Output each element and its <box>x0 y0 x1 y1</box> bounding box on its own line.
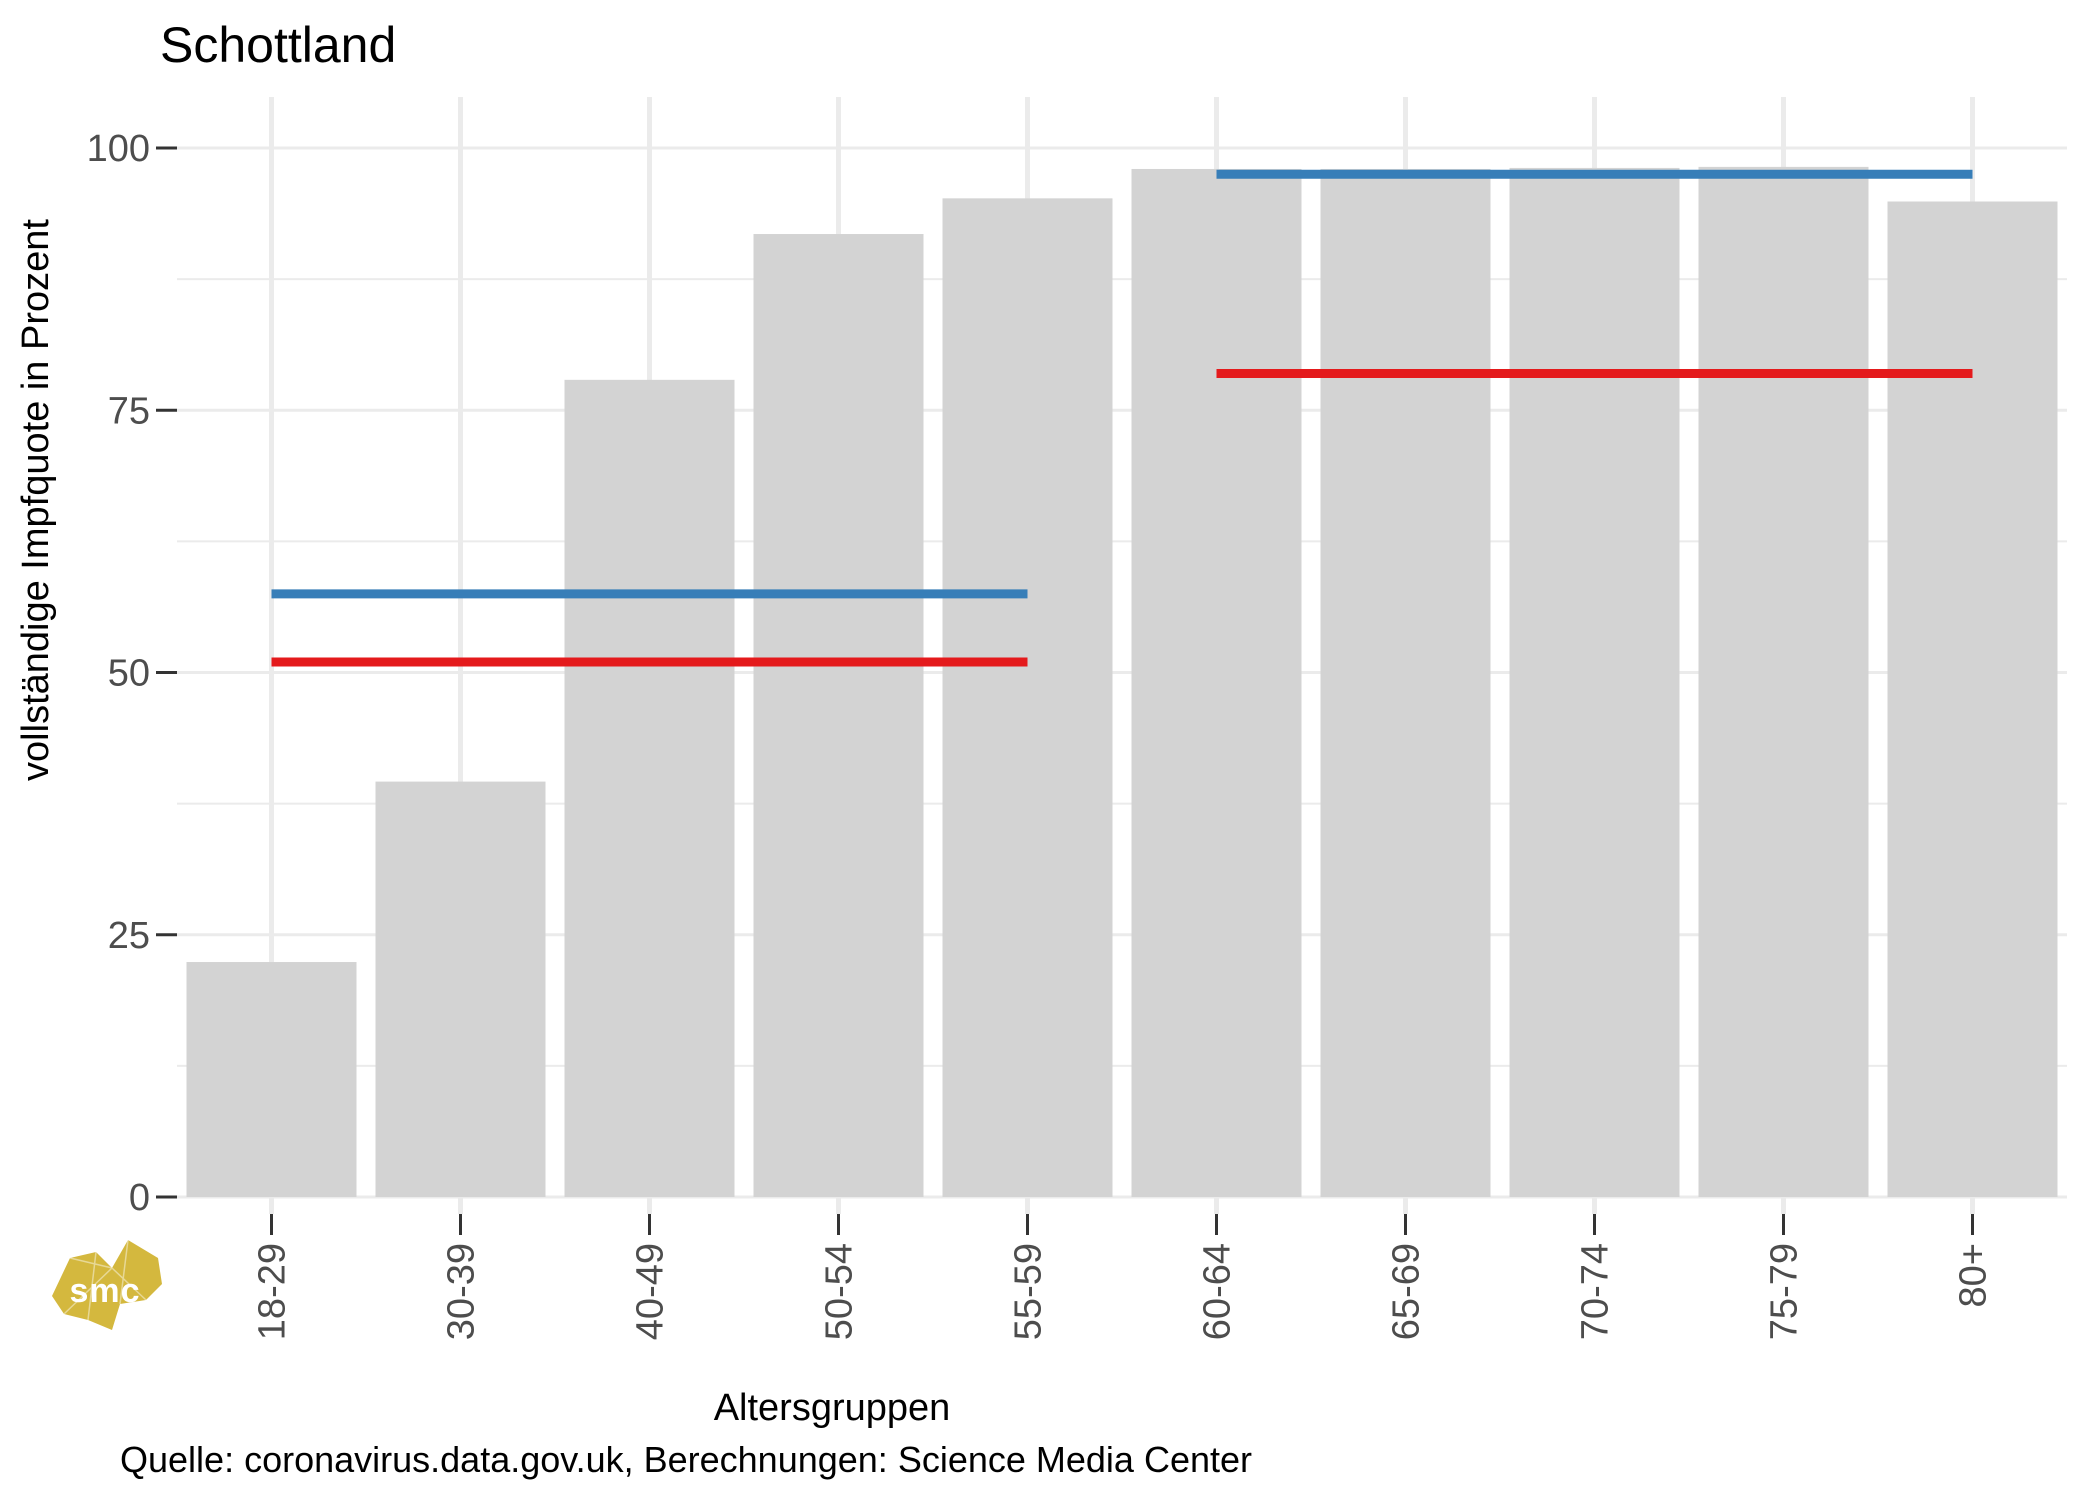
x-tick-label: 70-74 <box>1575 1243 1617 1340</box>
bar-70-74 <box>1509 167 1680 1197</box>
y-tick-label: 75 <box>108 390 150 432</box>
x-axis-title: Altersgruppen <box>714 1387 951 1429</box>
y-tick-label: 25 <box>108 915 150 957</box>
smc-logo-facets <box>63 1239 147 1321</box>
x-tick-label: 40-49 <box>630 1243 672 1340</box>
bar-55-59 <box>942 198 1113 1198</box>
smc-logo-shape <box>52 1240 162 1330</box>
axis-tick-labels: 18-29 30-39 40-49 50-54 55-59 60-64 65-69 70-74… <box>87 128 1995 1340</box>
bars <box>186 166 2058 1198</box>
smc-logo-icon: smc <box>52 1239 162 1330</box>
y-tick-label: 100 <box>87 128 150 170</box>
x-tick-label: 30-39 <box>441 1243 483 1340</box>
bar-50-54 <box>753 234 924 1197</box>
y-axis-title: vollständige Impfquote in Prozent <box>15 219 57 781</box>
bar-65-69 <box>1320 168 1491 1198</box>
y-tick-label: 0 <box>129 1177 150 1219</box>
x-tick-label: 50-54 <box>819 1243 861 1340</box>
y-tick-label: 50 <box>108 653 150 695</box>
smc-logo-text: smc <box>69 1272 140 1310</box>
bar-60-64 <box>1131 168 1302 1198</box>
axis-ticks <box>156 146 1974 1235</box>
x-tick-label: 65-69 <box>1386 1243 1428 1340</box>
x-tick-label: 18-29 <box>252 1243 294 1340</box>
source-note: Quelle: coronavirus.data.gov.uk, Berechn… <box>120 1439 1252 1480</box>
bar-75-79 <box>1698 166 1869 1198</box>
x-tick-label: 55-59 <box>1008 1243 1050 1340</box>
x-tick-label: 60-64 <box>1197 1243 1239 1340</box>
bar-18-29 <box>186 962 357 1197</box>
bar-40-49 <box>564 379 735 1198</box>
x-tick-label: 80+ <box>1953 1243 1995 1307</box>
chart-title: Schottland <box>160 17 396 73</box>
bar-30-39 <box>375 781 546 1197</box>
reference-lines <box>271 169 1973 667</box>
bar-80+ <box>1887 201 2058 1197</box>
x-tick-label: 75-79 <box>1764 1243 1806 1340</box>
